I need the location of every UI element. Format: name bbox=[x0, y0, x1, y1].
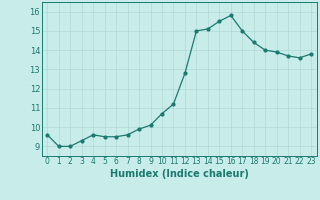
X-axis label: Humidex (Indice chaleur): Humidex (Indice chaleur) bbox=[110, 169, 249, 179]
